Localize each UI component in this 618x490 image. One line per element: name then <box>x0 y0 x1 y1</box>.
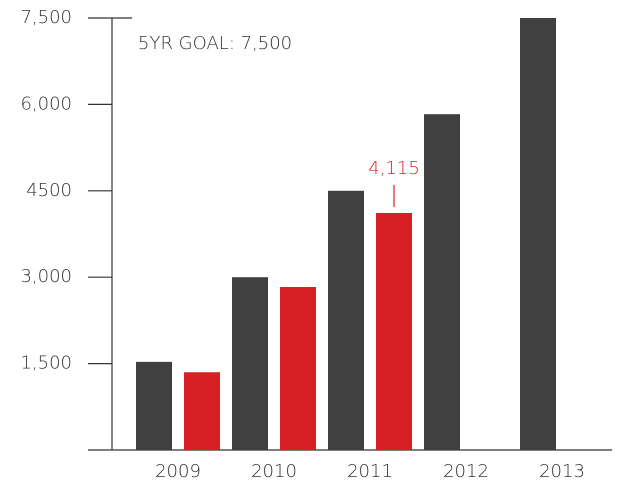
x-tick-label: 2012 <box>443 461 489 482</box>
x-tick-label: 2010 <box>251 461 297 482</box>
bar <box>376 212 412 450</box>
value-label: 4,115 <box>368 158 420 179</box>
bar <box>280 286 316 450</box>
x-tick-label: 2011 <box>347 461 393 482</box>
bar <box>520 18 556 450</box>
bar <box>424 114 460 450</box>
y-tick-label: 3,000 <box>20 266 72 287</box>
y-tick-label: 7,500 <box>20 7 72 28</box>
y-tick-label: 4500 <box>26 180 72 201</box>
bar <box>232 277 268 450</box>
annotation: 5YR GOAL: 7,500 <box>138 33 292 54</box>
y-tick-label: 6,000 <box>20 93 72 114</box>
x-tick-label: 2013 <box>539 461 585 482</box>
y-tick-label: 1,500 <box>20 353 72 374</box>
bar <box>136 361 172 450</box>
bar <box>184 372 220 450</box>
x-tick-label: 2009 <box>155 461 201 482</box>
bar <box>328 190 364 451</box>
